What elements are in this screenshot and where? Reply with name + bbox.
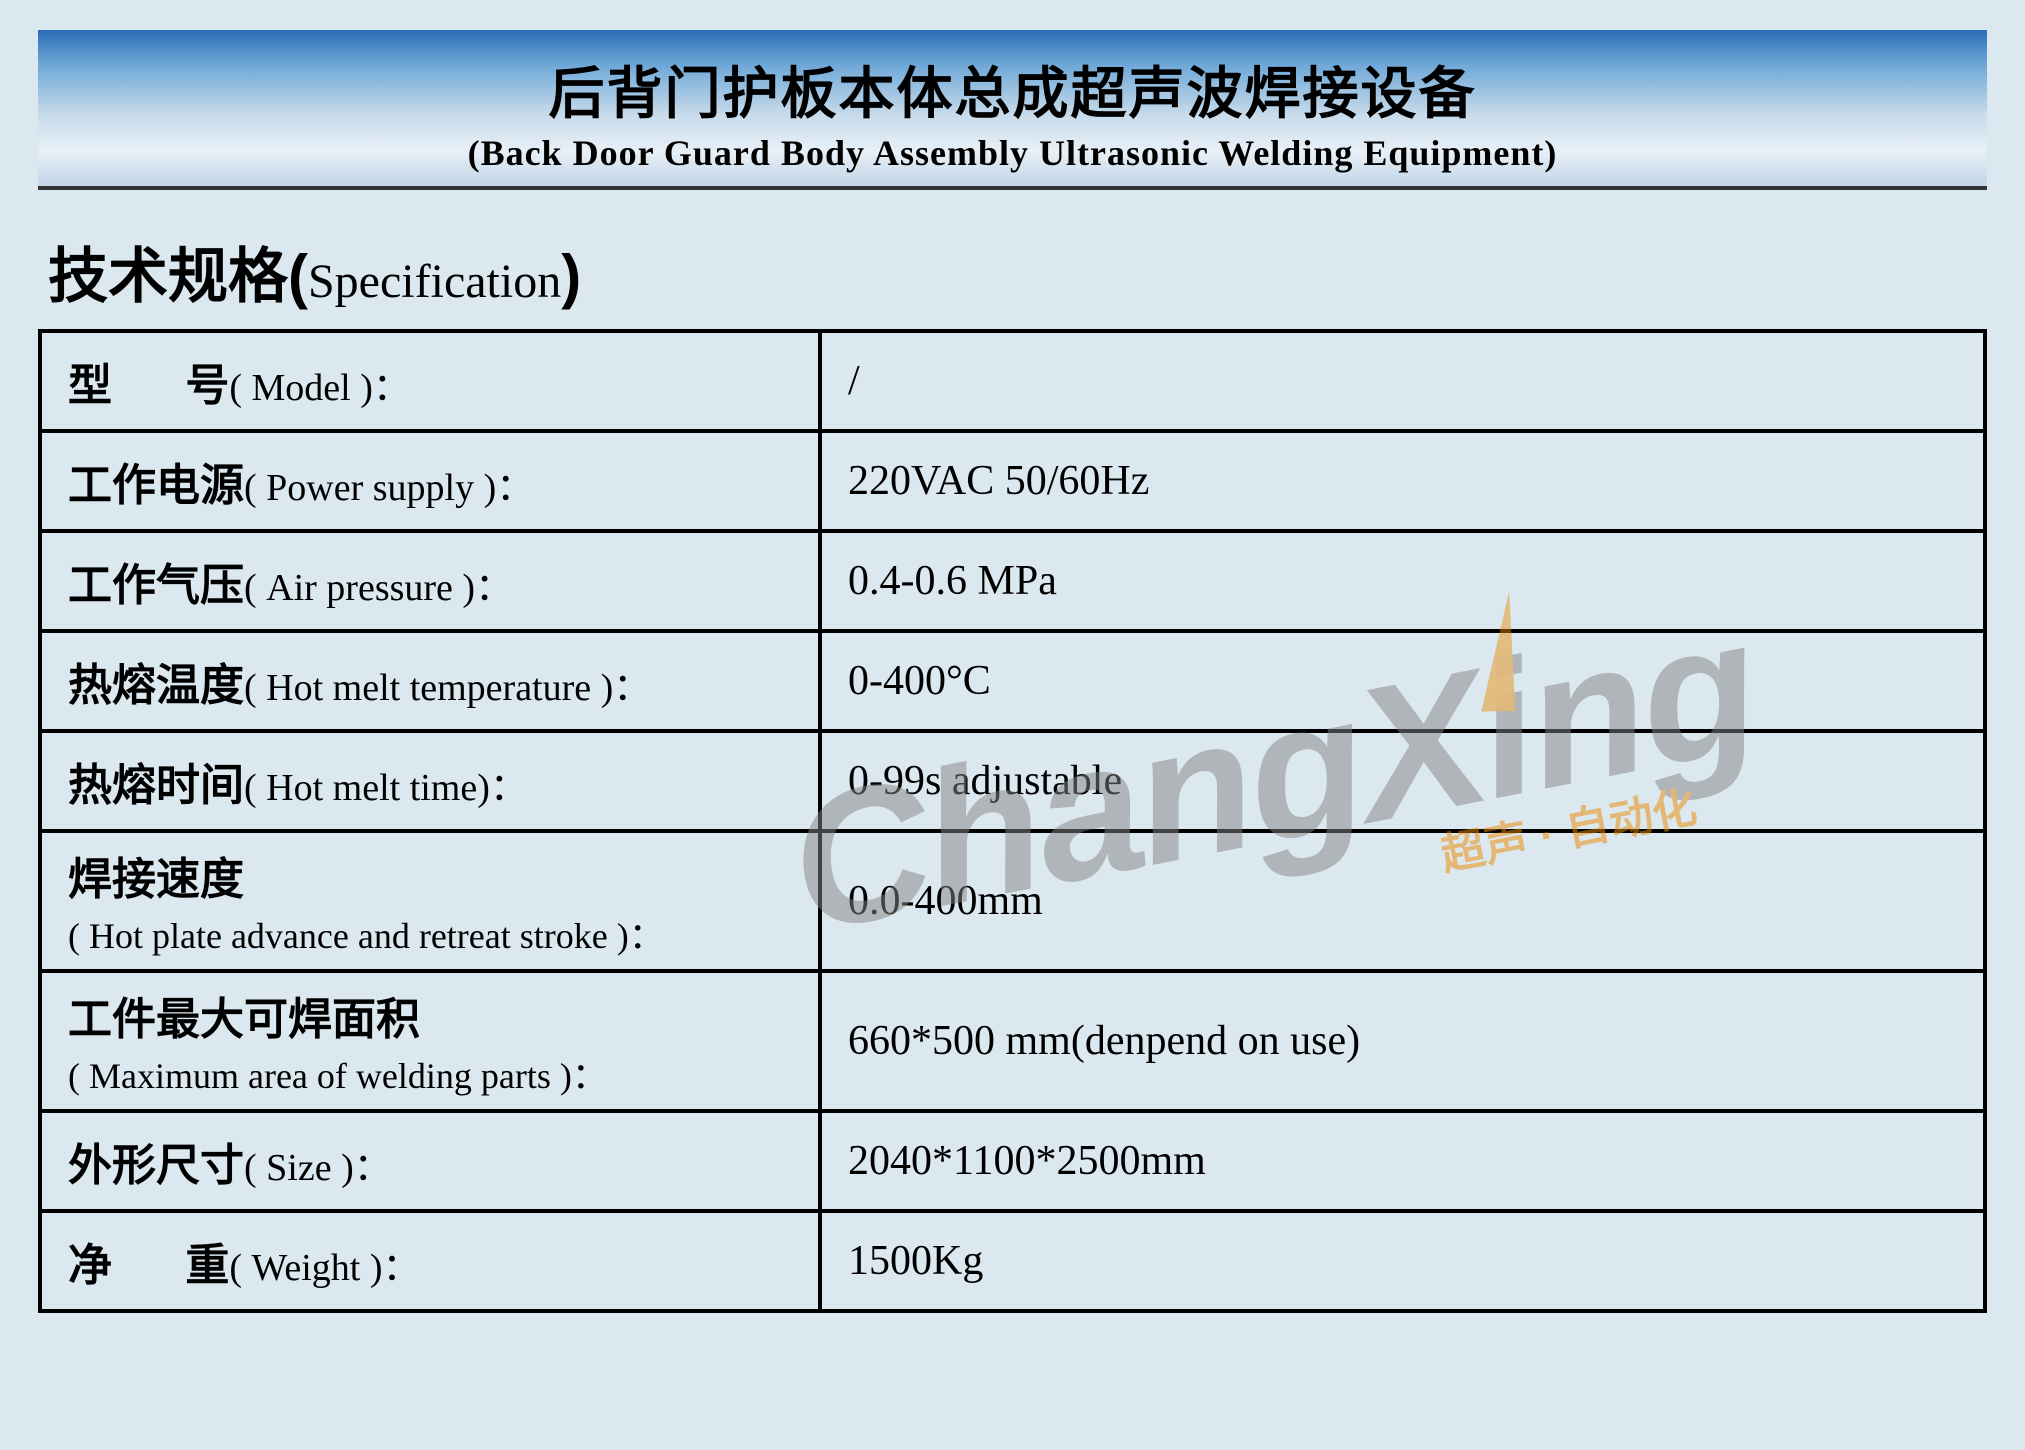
value-weight: 1500Kg [820, 1211, 1985, 1311]
label-max-area: 工件最大可焊面积 ( Maximum area of welding parts… [40, 971, 820, 1111]
title-chinese: 后背门护板本体总成超声波焊接设备 [549, 49, 1477, 130]
header-banner: 后背门护板本体总成超声波焊接设备 (Back Door Guard Body A… [38, 30, 1987, 190]
spec-heading-en: Specification [308, 255, 561, 308]
label-stroke: 焊接速度 ( Hot plate advance and retreat str… [40, 831, 820, 971]
spec-heading-cn: 技术规格 [48, 243, 288, 310]
value-power: 220VAC 50/60Hz [820, 431, 1985, 531]
table-row: 工件最大可焊面积 ( Maximum area of welding parts… [40, 971, 1985, 1111]
table-row: 外形尺寸( Size )： 2040*1100*2500mm [40, 1111, 1985, 1211]
value-max-area: 660*500 mm(denpend on use) [820, 971, 1985, 1111]
value-stroke: 0.0-400mm [820, 831, 1985, 971]
spec-heading: 技术规格(Specification) [38, 228, 1987, 315]
label-weight: 净 重( Weight )： [40, 1211, 820, 1311]
table-row: 工作气压( Air pressure )： 0.4-0.6 MPa [40, 531, 1985, 631]
table-row: 热熔时间( Hot melt time)： 0-99s adjustable [40, 731, 1985, 831]
value-model: / [820, 331, 1985, 431]
table-row: 型 号( Model )： / [40, 331, 1985, 431]
label-air-pressure: 工作气压( Air pressure )： [40, 531, 820, 631]
label-temperature: 热熔温度( Hot melt temperature )： [40, 631, 820, 731]
value-size: 2040*1100*2500mm [820, 1111, 1985, 1211]
value-temperature: 0-400°C [820, 631, 1985, 731]
label-melt-time: 热熔时间( Hot melt time)： [40, 731, 820, 831]
table-row: 焊接速度 ( Hot plate advance and retreat str… [40, 831, 1985, 971]
specification-table: 型 号( Model )： / 工作电源( Power supply )： 22… [38, 329, 1987, 1313]
table-row: 工作电源( Power supply )： 220VAC 50/60Hz [40, 431, 1985, 531]
label-power: 工作电源( Power supply )： [40, 431, 820, 531]
value-melt-time: 0-99s adjustable [820, 731, 1985, 831]
table-row: 净 重( Weight )： 1500Kg [40, 1211, 1985, 1311]
label-model: 型 号( Model )： [40, 331, 820, 431]
title-english: (Back Door Guard Body Assembly Ultrasoni… [468, 132, 1558, 174]
table-row: 热熔温度( Hot melt temperature )： 0-400°C [40, 631, 1985, 731]
value-air-pressure: 0.4-0.6 MPa [820, 531, 1985, 631]
label-size: 外形尺寸( Size )： [40, 1111, 820, 1211]
